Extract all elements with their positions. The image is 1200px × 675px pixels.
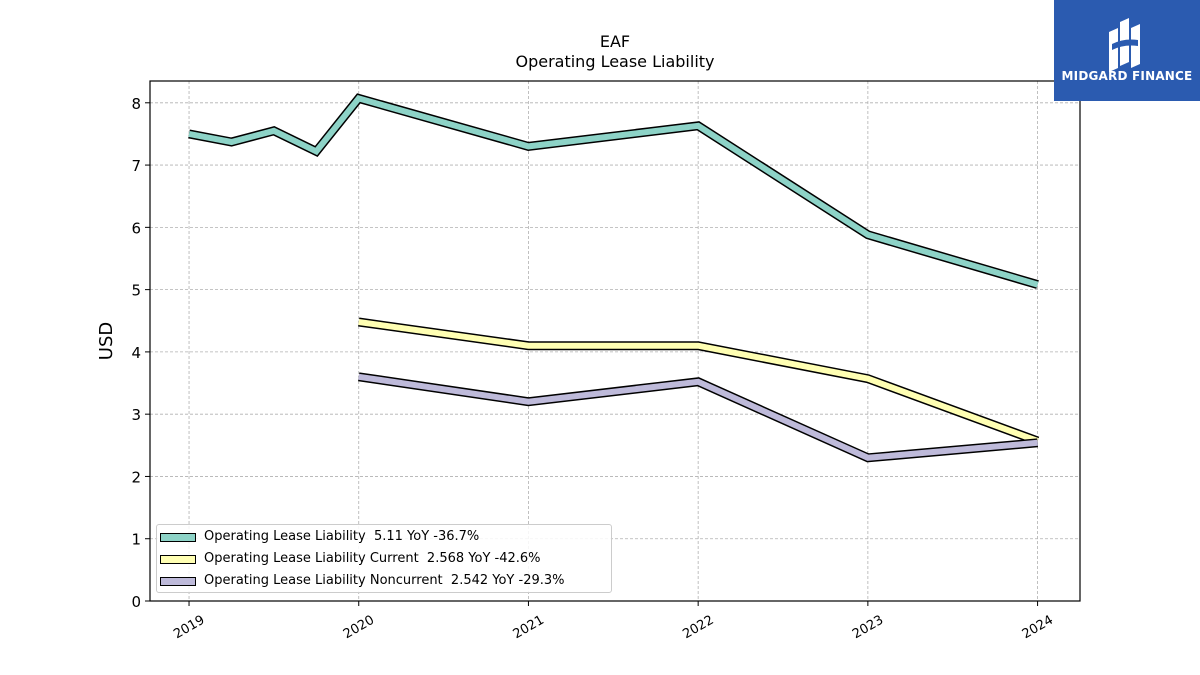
series-line-operating-lease-liability <box>188 94 1039 288</box>
y-tick-label: 8 <box>131 95 141 113</box>
y-tick-label: 7 <box>131 157 141 175</box>
chart-legend: Operating Lease Liability 5.11 YoY -36.7… <box>156 524 612 593</box>
y-axis-label: USD <box>96 322 117 360</box>
x-tick-label: 2021 <box>511 613 547 643</box>
chart-title: EAF <box>599 32 631 51</box>
legend-label: Operating Lease Liability 5.11 YoY -36.7… <box>204 529 480 544</box>
legend-swatch <box>160 555 196 564</box>
y-tick-label: 2 <box>131 468 141 486</box>
legend-swatch <box>160 533 196 542</box>
y-tick-label: 0 <box>131 593 141 611</box>
series-outline-operating-lease-liability <box>188 93 1039 289</box>
chart-subtitle: Operating Lease Liability <box>515 52 715 71</box>
legend-item-operating-lease-liability-noncurrent: Operating Lease Liability Noncurrent 2.5… <box>157 572 613 592</box>
x-tick-label: 2024 <box>1020 613 1056 643</box>
x-axis-ticks: 2019 2020 2021 2022 2023 2024 <box>171 601 1056 642</box>
brand-logo-text: MIDGARD FINANCE <box>1061 69 1193 83</box>
legend-item-operating-lease-liability-current: Operating Lease Liability Current 2.568 … <box>157 550 613 570</box>
y-axis-ticks: 0 1 2 3 4 5 6 7 8 <box>131 95 150 611</box>
x-tick-label: 2019 <box>171 613 207 643</box>
x-tick-label: 2022 <box>680 613 716 643</box>
legend-swatch <box>160 577 196 586</box>
series-lines <box>188 93 1040 463</box>
y-tick-label: 6 <box>131 219 141 237</box>
brand-logo: MIDGARD FINANCE <box>1054 0 1200 101</box>
grid-lines <box>150 81 1080 602</box>
brand-mark-icon <box>1109 18 1140 72</box>
x-tick-label: 2023 <box>850 613 886 643</box>
plot-area-frame <box>149 80 1081 602</box>
y-tick-label: 1 <box>131 531 141 549</box>
legend-label: Operating Lease Liability Noncurrent 2.5… <box>204 573 565 588</box>
legend-label: Operating Lease Liability Current 2.568 … <box>204 551 541 566</box>
series-line-operating-lease-liability-current <box>358 319 1039 444</box>
y-tick-label: 4 <box>131 344 141 362</box>
y-tick-label: 3 <box>131 406 141 424</box>
y-tick-label: 5 <box>131 282 141 300</box>
x-tick-label: 2020 <box>341 613 377 643</box>
series-line-operating-lease-liability-noncurrent <box>358 373 1038 461</box>
legend-item-operating-lease-liability: Operating Lease Liability 5.11 YoY -36.7… <box>157 528 613 548</box>
